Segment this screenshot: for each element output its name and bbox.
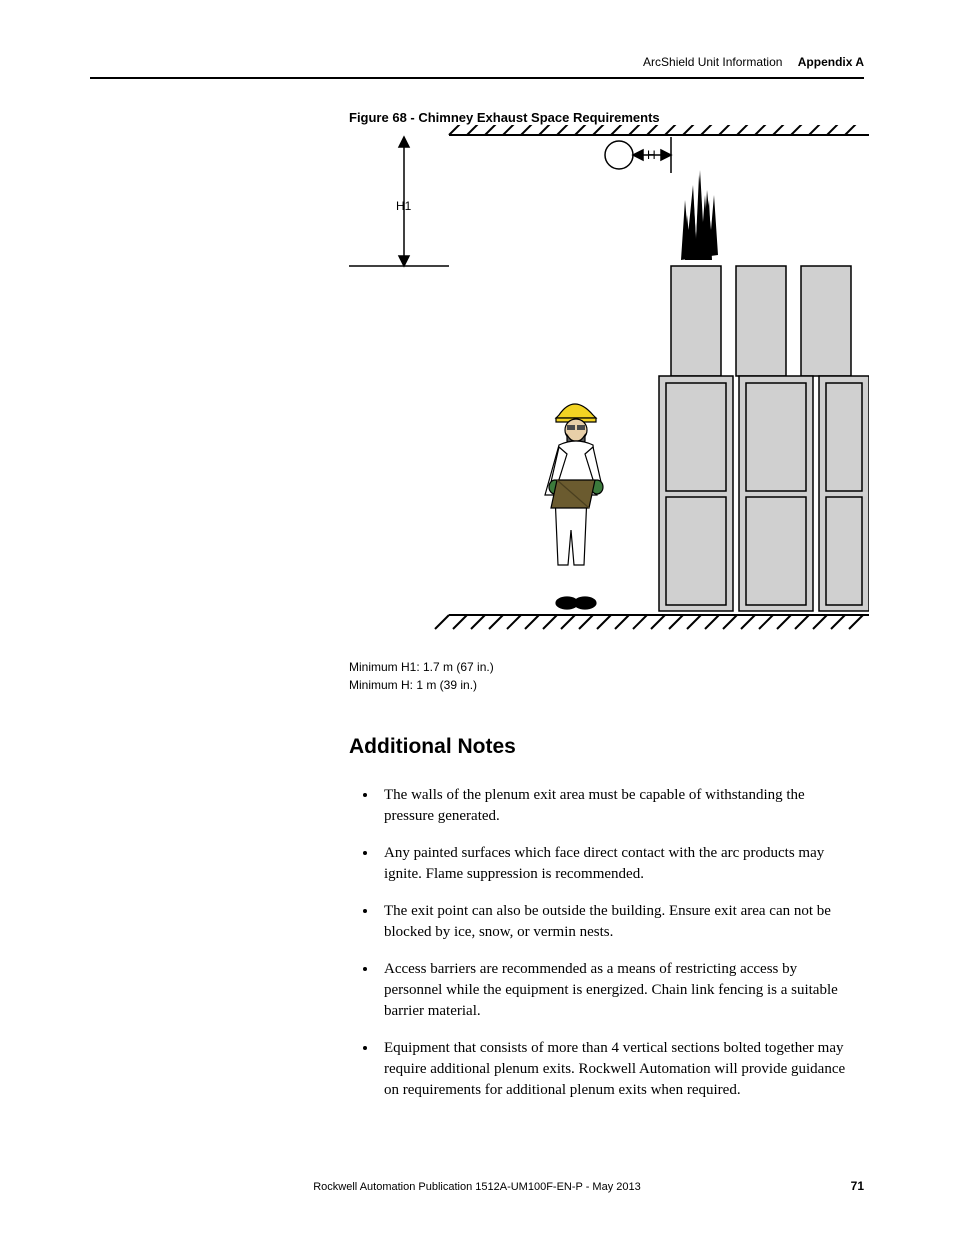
flame-icon	[681, 170, 718, 260]
h1-dimension: H1	[349, 137, 449, 266]
bullet-item: Equipment that consists of more than 4 v…	[378, 1038, 854, 1101]
floor-hatch	[435, 615, 869, 629]
figure-diagram: H1 H	[349, 125, 869, 635]
page-number: 71	[851, 1179, 864, 1193]
cabinets	[659, 376, 869, 611]
h1-label: H1	[396, 199, 412, 213]
bullet-item: The walls of the plenum exit area must b…	[378, 785, 854, 827]
min-h: Minimum H: 1 m (39 in.)	[349, 676, 494, 694]
minimum-notes: Minimum H1: 1.7 m (67 in.) Minimum H: 1 …	[349, 658, 494, 694]
page-header: ArcShield Unit Information Appendix A	[90, 55, 864, 79]
chimneys	[671, 266, 851, 376]
figure-caption: Figure 68 - Chimney Exhaust Space Requir…	[349, 110, 660, 125]
header-appendix: Appendix A	[798, 55, 864, 69]
section-heading: Additional Notes	[349, 735, 516, 759]
h-dimension: H	[605, 137, 671, 173]
min-h1: Minimum H1: 1.7 m (67 in.)	[349, 658, 494, 676]
worker-figure	[545, 404, 603, 609]
header-title: ArcShield Unit Information	[643, 55, 782, 69]
bullet-item: The exit point can also be outside the b…	[378, 901, 854, 943]
footer-publication: Rockwell Automation Publication 1512A-UM…	[90, 1181, 864, 1193]
h-label: H	[647, 148, 656, 162]
bullet-item: Access barriers are recommended as a mea…	[378, 959, 854, 1022]
ceiling-hatch	[449, 125, 869, 135]
bullet-item: Any painted surfaces which face direct c…	[378, 843, 854, 885]
bullet-list: The walls of the plenum exit area must b…	[378, 785, 854, 1117]
